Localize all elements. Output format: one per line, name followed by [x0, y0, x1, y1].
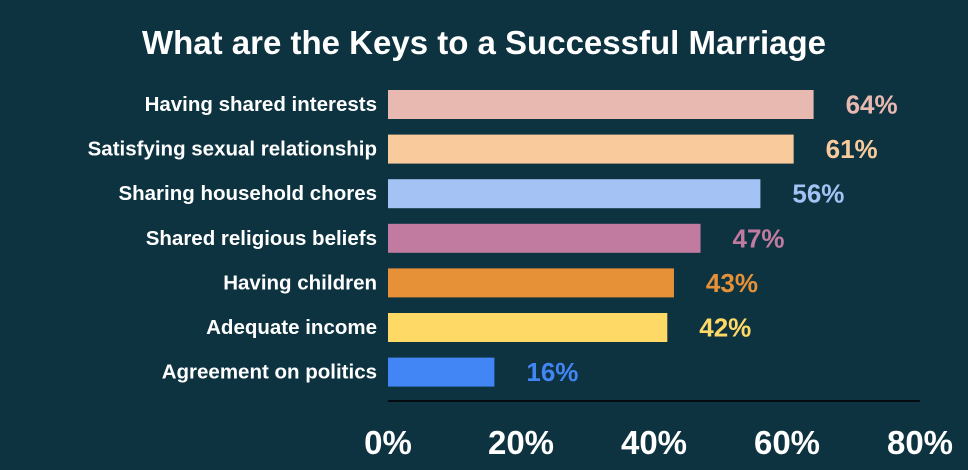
bar	[388, 223, 701, 253]
x-tick-label: 60%	[754, 424, 820, 461]
x-tick-label: 80%	[887, 424, 953, 461]
x-tick-label: 0%	[364, 424, 412, 461]
bars: Having shared interests 64% Satisfying sex…	[88, 90, 898, 388]
data-label: 56%	[792, 179, 844, 209]
category-label: Shared religious beliefs	[146, 227, 377, 250]
data-label: 61%	[826, 134, 878, 164]
x-tick-label: 40%	[621, 424, 687, 461]
data-label: 16%	[526, 357, 578, 387]
data-label: 47%	[733, 223, 785, 253]
category-label: Satisfying sexual relationship	[88, 138, 377, 161]
x-axis-ticks: 0% 20% 40% 60% 80%	[364, 424, 953, 461]
bar	[388, 90, 814, 119]
data-label: 42%	[699, 313, 751, 343]
x-tick-label: 20%	[488, 424, 554, 461]
data-label: 43%	[706, 268, 758, 298]
category-label: Having children	[223, 271, 377, 294]
category-label: Agreement on politics	[162, 361, 377, 384]
data-label: 64%	[846, 90, 898, 120]
bar	[388, 268, 674, 298]
bar	[388, 313, 668, 342]
category-label: Adequate income	[206, 316, 377, 339]
chart-title: What are the Keys to a Successful Marria…	[141, 24, 827, 61]
category-label: Sharing household chores	[118, 182, 377, 205]
bar	[388, 357, 495, 387]
bar	[388, 134, 794, 164]
category-label: Having shared interests	[145, 93, 377, 116]
bar	[388, 179, 761, 209]
